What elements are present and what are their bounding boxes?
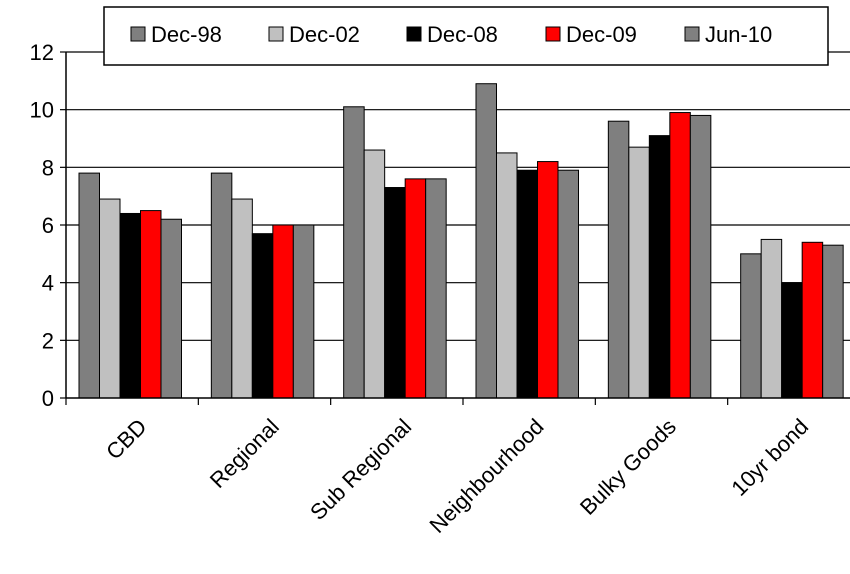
bar — [689, 114, 712, 399]
category-label: 10yr bond — [726, 414, 813, 501]
bar — [760, 238, 783, 399]
y-tick-label: 12 — [30, 40, 54, 65]
bar — [363, 149, 386, 399]
category-label: Regional — [205, 414, 284, 493]
legend-swatch — [268, 26, 284, 42]
bar — [78, 172, 100, 399]
legend-swatch — [130, 26, 146, 42]
bar — [557, 169, 579, 399]
bar — [292, 224, 315, 399]
legend-box — [103, 6, 829, 66]
bar — [781, 282, 803, 399]
bars — [78, 83, 844, 399]
bar — [140, 210, 162, 399]
x-ticks: CBD Regional Sub Regional Neighbourhood Bulk… — [65, 398, 813, 538]
legend-label: Dec-09 — [566, 22, 637, 47]
bar — [801, 241, 824, 399]
gridlines — [66, 51, 850, 341]
legend-swatch — [684, 26, 700, 42]
bar — [628, 146, 650, 399]
legend-label: Jun-10 — [705, 22, 772, 47]
bar — [537, 161, 559, 399]
legend-swatch — [406, 26, 422, 42]
bar — [822, 244, 844, 399]
legend-label: Dec-98 — [151, 22, 222, 47]
bar — [425, 178, 447, 399]
bar — [99, 198, 121, 399]
bar — [343, 106, 365, 399]
bar — [210, 172, 233, 399]
bar — [384, 187, 406, 399]
bar — [119, 212, 141, 399]
bar — [404, 178, 427, 399]
y-tick-label: 6 — [42, 213, 54, 238]
y-tick-label: 2 — [42, 328, 54, 353]
y-tick-label: 10 — [30, 98, 54, 123]
bar — [231, 198, 253, 399]
legend-label: Dec-08 — [427, 22, 498, 47]
legend-swatch — [545, 26, 561, 42]
bar — [607, 120, 630, 399]
y-tick-label: 0 — [42, 386, 54, 411]
category-label: Sub Regional — [305, 414, 416, 525]
bar — [496, 152, 518, 399]
bar — [160, 218, 182, 399]
bar — [475, 83, 497, 399]
bar — [740, 253, 762, 399]
legend: Dec-98 Dec-02 Dec-08 Dec-09 Jun-10 — [103, 6, 829, 66]
bar — [648, 135, 671, 399]
y-ticks: 0 2 4 6 8 10 12 — [30, 40, 66, 411]
bar — [669, 112, 691, 399]
category-label: CBD — [101, 414, 152, 465]
y-tick-label: 8 — [42, 155, 54, 180]
category-label: Bulky Goods — [575, 414, 681, 520]
bar — [272, 224, 294, 399]
category-label: Neighbourhood — [425, 414, 549, 538]
y-tick-label: 4 — [42, 271, 54, 296]
legend-label: Dec-02 — [289, 22, 360, 47]
bar — [251, 233, 274, 399]
bar — [516, 169, 538, 399]
